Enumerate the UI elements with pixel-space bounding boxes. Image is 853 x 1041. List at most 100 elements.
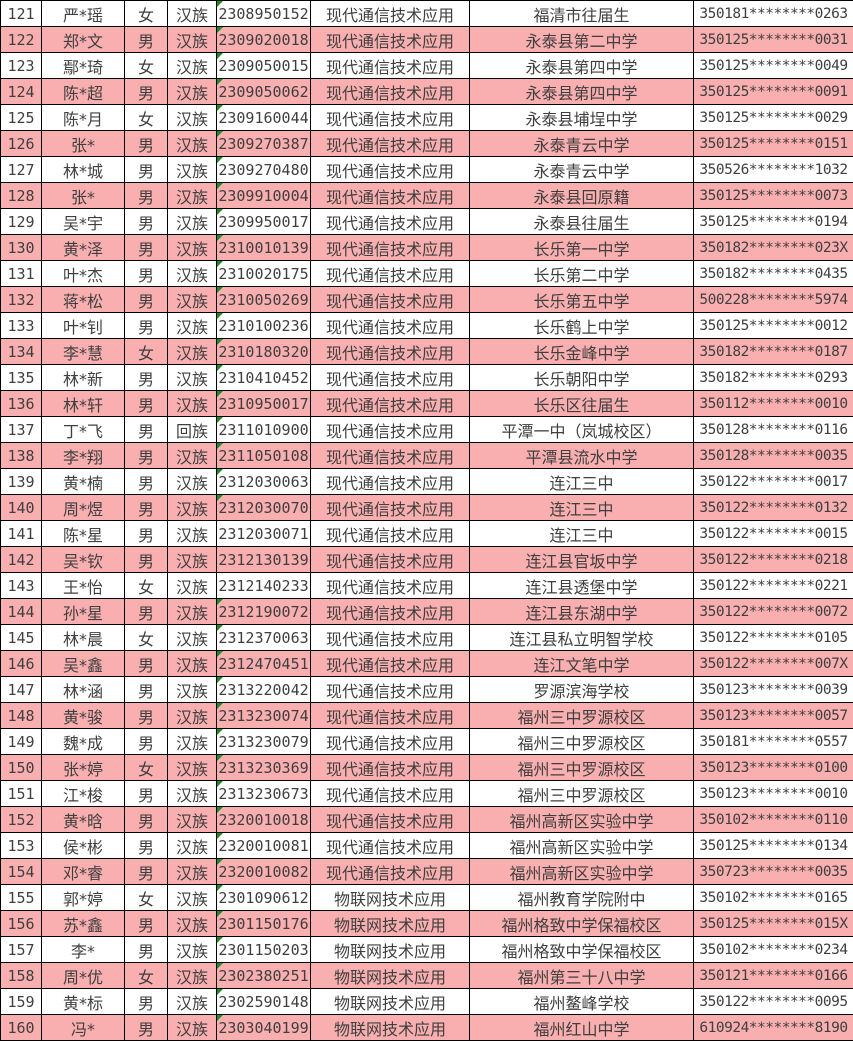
table-row: 126 张* 男 汉族 2309270387 现代通信技术应用 永泰青云中学 3… [0,130,853,157]
cell-id-card-number: 350123********0100 [693,754,853,781]
table-row: 135 林*新 男 汉族 2310410452 现代通信技术应用 长乐朝阳中学 … [0,364,853,391]
cell-ethnicity: 汉族 [167,390,217,417]
exam-number-text: 2312030071 [218,524,309,543]
cell-major: 现代通信技术应用 [310,624,470,651]
cell-major: 现代通信技术应用 [310,234,470,261]
cell-id-card-number: 350128********0035 [693,442,853,469]
cell-exam-number: 2312370063 [216,624,311,651]
table-row: 137 丁*飞 男 回族 2311010900 现代通信技术应用 平潭一中（岚城… [0,416,853,443]
cell-ethnicity: 汉族 [167,468,217,495]
cell-sequence-number: 150 [0,754,42,781]
cell-student-name: 林*新 [41,364,125,391]
cell-id-card-number: 350125********0031 [693,26,853,53]
exam-number-text: 2311050108 [218,446,309,465]
cell-ethnicity: 汉族 [167,936,217,963]
cell-sequence-number: 143 [0,572,42,599]
cell-id-card-number: 350123********0057 [693,702,853,729]
cell-gender: 男 [124,936,168,963]
cell-gender: 男 [124,728,168,755]
table-row: 153 侯*彬 男 汉族 2320010081 现代通信技术应用 福州高新区实验… [0,832,853,859]
table-row: 144 孙*星 男 汉族 2312190072 现代通信技术应用 连江县东湖中学… [0,598,853,625]
cell-student-name: 严*瑶 [41,0,125,27]
table-row: 150 张*婷 女 汉族 2313230369 现代通信技术应用 福州三中罗源校… [0,754,853,781]
cell-student-name: 鄢*琦 [41,52,125,79]
cell-sequence-number: 138 [0,442,42,469]
cell-exam-number: 2309160044 [216,104,311,131]
table-row: 138 李*翔 男 汉族 2311050108 现代通信技术应用 平潭县流水中学… [0,442,853,469]
cell-ethnicity: 汉族 [167,26,217,53]
error-indicator-icon [217,209,223,215]
cell-sequence-number: 137 [0,416,42,443]
cell-gender: 男 [124,858,168,885]
cell-student-name: 陈*超 [41,78,125,105]
cell-ethnicity: 汉族 [167,832,217,859]
cell-major: 现代通信技术应用 [310,546,470,573]
exam-number-text: 2312190072 [218,602,309,621]
cell-sequence-number: 121 [0,0,42,27]
cell-major: 现代通信技术应用 [310,806,470,833]
table-row: 142 吴*钦 男 汉族 2312130139 现代通信技术应用 连江县官坂中学… [0,546,853,573]
error-indicator-icon [217,625,223,631]
cell-sequence-number: 126 [0,130,42,157]
cell-gender: 男 [124,260,168,287]
cell-major: 现代通信技术应用 [310,520,470,547]
cell-sequence-number: 127 [0,156,42,183]
cell-gender: 男 [124,520,168,547]
exam-number-text: 2320010082 [218,862,309,881]
cell-exam-number: 2310950017 [216,390,311,417]
cell-sequence-number: 145 [0,624,42,651]
cell-school: 长乐金峰中学 [469,338,694,365]
table-row: 148 黄*骏 男 汉族 2313230074 现代通信技术应用 福州三中罗源校… [0,702,853,729]
cell-ethnicity: 汉族 [167,988,217,1015]
table-row: 121 严*瑶 女 汉族 2308950152 现代通信技术应用 福清市往届生 … [0,0,853,27]
cell-school: 连江县私立明智学校 [469,624,694,651]
cell-exam-number: 2312030070 [216,494,311,521]
cell-ethnicity: 汉族 [167,338,217,365]
cell-student-name: 蒋*松 [41,286,125,313]
cell-school: 福州教育学院附中 [469,884,694,911]
cell-gender: 男 [124,494,168,521]
exam-number-text: 2310020175 [218,264,309,283]
table-row: 140 周*煜 男 汉族 2312030070 现代通信技术应用 连江三中 35… [0,494,853,521]
cell-exam-number: 2310100236 [216,312,311,339]
cell-id-card-number: 350121********0166 [693,962,853,989]
table-row: 123 鄢*琦 女 汉族 2309050015 现代通信技术应用 永泰县第四中学… [0,52,853,79]
error-indicator-icon [217,677,223,683]
cell-gender: 男 [124,806,168,833]
table-row: 131 叶*杰 男 汉族 2310020175 现代通信技术应用 长乐第二中学 … [0,260,853,287]
cell-exam-number: 2310010139 [216,234,311,261]
cell-id-card-number: 350182********0435 [693,260,853,287]
cell-exam-number: 2311050108 [216,442,311,469]
cell-gender: 男 [124,364,168,391]
exam-number-text: 2309020018 [218,30,309,49]
error-indicator-icon [217,365,223,371]
exam-number-text: 2309270387 [218,134,309,153]
cell-gender: 男 [124,26,168,53]
cell-gender: 男 [124,676,168,703]
cell-sequence-number: 132 [0,286,42,313]
error-indicator-icon [217,859,223,865]
cell-student-name: 丁*飞 [41,416,125,443]
cell-exam-number: 2311010900 [216,416,311,443]
cell-student-name: 吴*钦 [41,546,125,573]
cell-ethnicity: 汉族 [167,650,217,677]
cell-exam-number: 2309050015 [216,52,311,79]
cell-sequence-number: 130 [0,234,42,261]
cell-student-name: 林*涵 [41,676,125,703]
table-row: 133 叶*钊 男 汉族 2310100236 现代通信技术应用 长乐鹤上中学 … [0,312,853,339]
cell-gender: 女 [124,338,168,365]
cell-gender: 女 [124,0,168,27]
cell-exam-number: 2310050269 [216,286,311,313]
cell-ethnicity: 汉族 [167,546,217,573]
cell-id-card-number: 350122********0072 [693,598,853,625]
cell-major: 物联网技术应用 [310,988,470,1015]
cell-school: 长乐鹤上中学 [469,312,694,339]
cell-major: 现代通信技术应用 [310,364,470,391]
cell-ethnicity: 汉族 [167,286,217,313]
cell-id-card-number: 350125********0091 [693,78,853,105]
error-indicator-icon [217,105,223,111]
cell-major: 现代通信技术应用 [310,650,470,677]
table-row: 130 黄*泽 男 汉族 2310010139 现代通信技术应用 长乐第一中学 … [0,234,853,261]
cell-exam-number: 2312140233 [216,572,311,599]
cell-student-name: 魏*成 [41,728,125,755]
